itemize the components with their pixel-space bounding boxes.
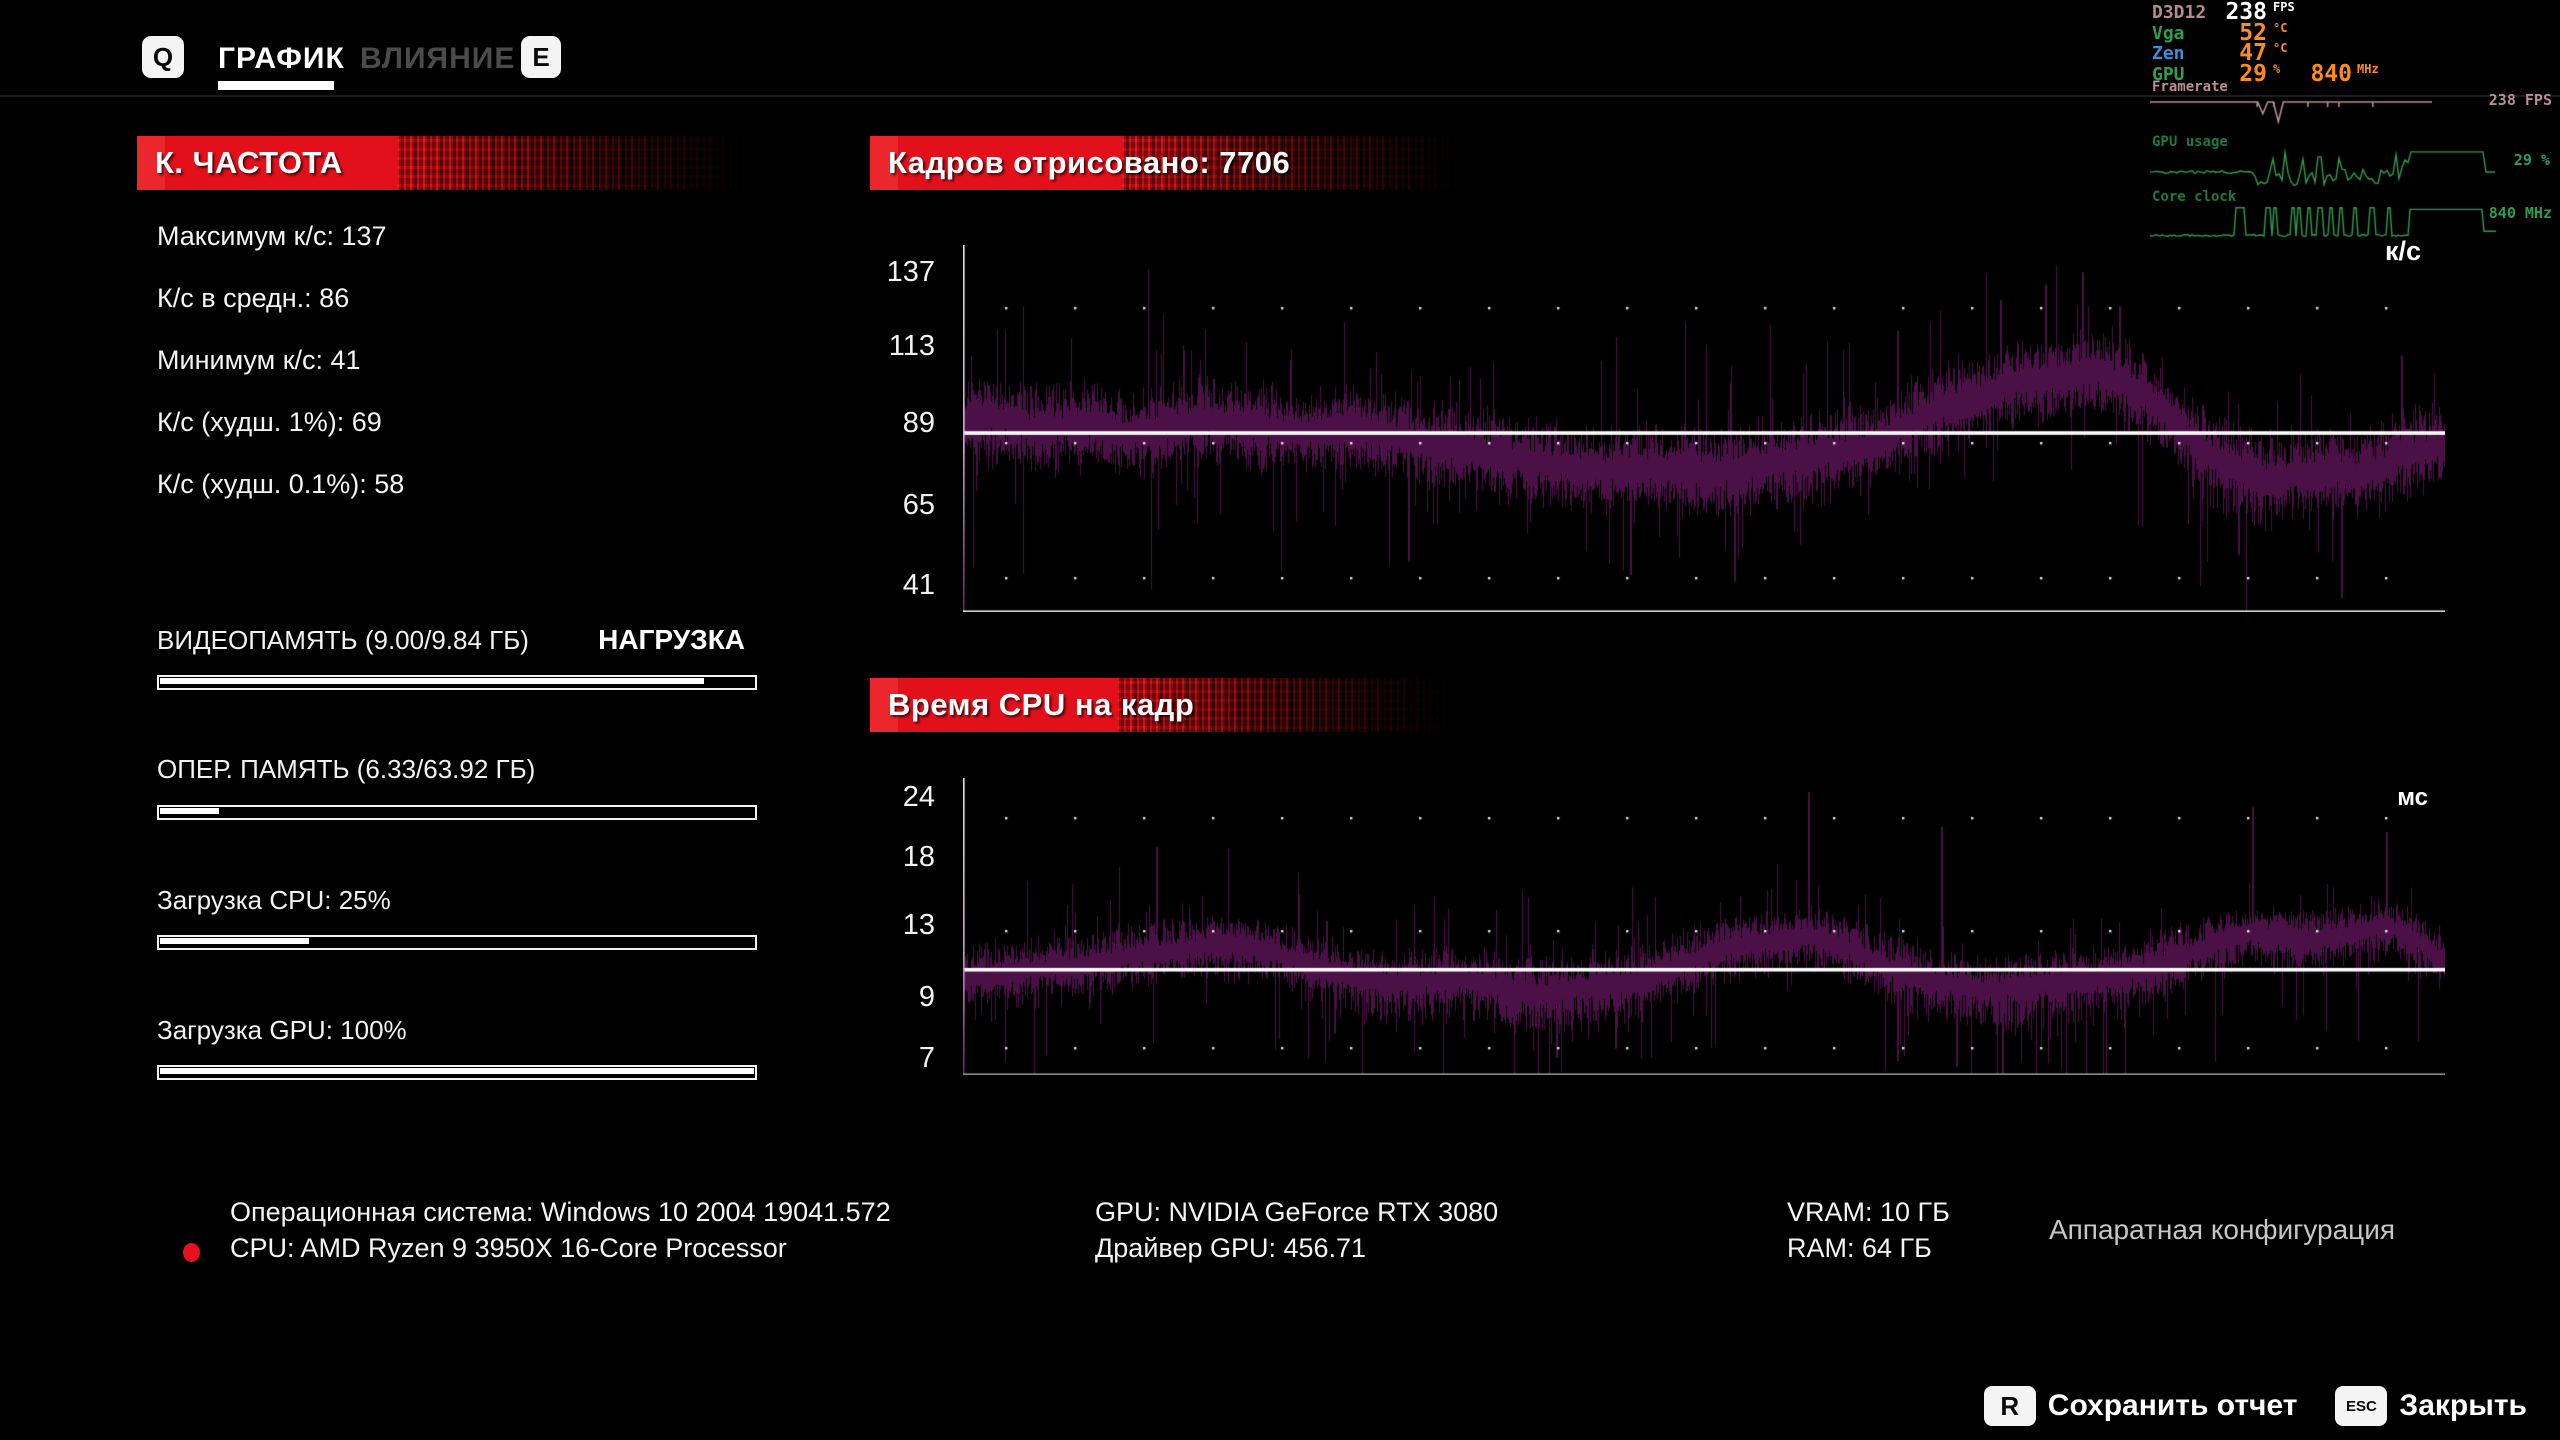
rtss-value: 52 xyxy=(2239,19,2267,46)
key-hint-q[interactable]: Q xyxy=(142,36,184,78)
rtss-value-2: 840 xyxy=(2310,60,2352,87)
footer-vram-ram: VRAM: 10 ГБ RAM: 64 ГБ xyxy=(1787,1194,1950,1266)
load-progress-fill xyxy=(160,678,704,684)
framerate-stat: Минимум к/с: 41 xyxy=(157,345,361,375)
rtss-label: Vga xyxy=(2152,22,2185,44)
rtss-unit: % xyxy=(2273,61,2281,76)
load-progress-bar xyxy=(157,935,757,950)
rtss-row-zen: Zen 47 °C xyxy=(2152,40,2552,66)
rtss-row-vga: Vga 52 °C xyxy=(2152,19,2552,46)
load-progress-bar xyxy=(157,675,757,690)
rtss-value: 29 xyxy=(2239,60,2267,87)
y-axis-tick: 89 xyxy=(902,406,935,439)
load-progress-fill xyxy=(160,1068,754,1074)
load-bar-label: Загрузка CPU: 25% xyxy=(157,885,391,915)
gpu-usage-graph-label: GPU usage xyxy=(2152,134,2228,150)
y-axis-tick: 41 xyxy=(902,568,935,601)
framerate-mini-graph xyxy=(2150,86,2432,126)
rtss-label: Zen xyxy=(2152,43,2185,64)
core-clock-graph-label: Core clock xyxy=(2152,189,2237,205)
section-header-frames-rendered: Кадров отрисовано: 7706 xyxy=(870,136,1470,190)
framerate-stat: К/с (худш. 0.1%): 58 xyxy=(157,469,405,499)
rtss-unit-2: MHz xyxy=(2357,61,2379,76)
action-close[interactable]: ESC Закрыть xyxy=(2335,1386,2527,1426)
framerate-stats-list: Максимум к/с: 137 К/с в средн.: 86 Минимум… xyxy=(157,220,777,530)
hardware-config-label: Аппаратная конфигурация xyxy=(2048,1214,2395,1245)
key-hint-r: R xyxy=(1983,1386,2036,1426)
footer-gpu-line: GPU: NVIDIA GeForce RTX 3080 xyxy=(1095,1197,1499,1227)
rtss-label: GPU xyxy=(2152,63,2185,85)
section-header-frames-title: Кадров отрисовано: 7706 xyxy=(888,145,1291,180)
rtss-row-gpu: GPU 29% 840 MHz xyxy=(2152,60,2552,87)
y-axis-tick: 9 xyxy=(918,980,935,1013)
y-axis-tick: 18 xyxy=(902,841,935,873)
rtss-label: D3D12 xyxy=(2152,2,2207,23)
footer-vram-line: VRAM: 10 ГБ xyxy=(1787,1197,1950,1227)
action-label: Сохранить отчет xyxy=(2047,1389,2298,1422)
y-axis-tick: 137 xyxy=(886,256,935,289)
framerate-stat: К/с в средн.: 86 xyxy=(157,283,350,313)
load-progress-fill xyxy=(160,938,309,944)
gpu-usage-mini-graph xyxy=(2150,146,2497,188)
load-section-title: НАГРУЗКА xyxy=(598,624,745,655)
rtss-value: 47 xyxy=(2239,40,2267,66)
key-hint-e[interactable]: E xyxy=(521,36,561,78)
gpu-usage-side-value: 29 % xyxy=(2513,151,2550,169)
y-axis-tick: 24 xyxy=(902,781,935,813)
key-hint-esc: ESC xyxy=(2335,1386,2388,1426)
footer-gpu-driver: GPU: NVIDIA GeForce RTX 3080 Драйвер GPU… xyxy=(1095,1194,1498,1266)
tab-graph-active-underline xyxy=(218,81,334,90)
tab-graph[interactable]: ГРАФИК xyxy=(218,42,345,75)
footer-bullet-icon xyxy=(183,1243,200,1262)
load-progress-fill xyxy=(160,808,219,814)
core-clock-mini-graph xyxy=(2150,201,2497,243)
y-axis-tick: 13 xyxy=(902,909,935,941)
framerate-stat: К/с (худш. 1%): 69 xyxy=(157,407,382,437)
y-axis-tick: 7 xyxy=(918,1042,935,1075)
load-bar-label: Загрузка GPU: 100% xyxy=(157,1015,407,1045)
rtss-value: 238 xyxy=(2225,0,2267,25)
topbar-divider xyxy=(0,95,2560,97)
rtss-unit: FPS xyxy=(2273,0,2295,14)
fps-chart-canvas xyxy=(963,245,2445,612)
section-header-cpu-time-title: Время CPU на кадр xyxy=(888,687,1195,722)
load-bar-label: ВИДЕОПАМЯТЬ (9.00/9.84 ГБ) НАГРУЗКА xyxy=(157,624,745,655)
action-save-report[interactable]: R Сохранить отчет xyxy=(1983,1386,2298,1426)
action-bar: R Сохранить отчет ESC Закрыть xyxy=(1983,1386,2527,1426)
footer-ram-line: RAM: 64 ГБ xyxy=(1787,1233,1932,1263)
load-bars-list: ВИДЕОПАМЯТЬ (9.00/9.84 ГБ) НАГРУЗКА ОПЕР. … xyxy=(157,623,757,1093)
y-axis-tick: 65 xyxy=(902,488,935,521)
rtss-unit: °C xyxy=(2273,41,2288,55)
cpu-time-chart-canvas xyxy=(963,778,2445,1075)
framerate-stat: Максимум к/с: 137 xyxy=(157,221,387,251)
load-progress-bar xyxy=(157,1065,757,1080)
y-axis-tick: 113 xyxy=(888,329,935,362)
footer-os-cpu: Операционная система: Windows 10 2004 19… xyxy=(230,1194,891,1266)
section-header-framerate-title: К. ЧАСТОТА xyxy=(155,145,343,180)
cpu-chart-unit-label: мс xyxy=(2397,784,2428,811)
section-header-framerate: К. ЧАСТОТА xyxy=(137,136,755,190)
tab-influence[interactable]: ВЛИЯНИЕ xyxy=(360,42,516,75)
action-label: Закрыть xyxy=(2399,1389,2527,1422)
rtss-row-d3d12: D3D12 238 FPS xyxy=(2152,0,2552,25)
core-clock-side-value: 840 MHz xyxy=(2488,204,2552,222)
rtss-unit: °C xyxy=(2273,20,2288,35)
load-progress-bar xyxy=(157,805,757,820)
footer-cpu-line: CPU: AMD Ryzen 9 3950X 16-Core Processor xyxy=(230,1233,787,1263)
framerate-side-value: 238 FPS xyxy=(2488,91,2552,109)
footer-os-line: Операционная система: Windows 10 2004 19… xyxy=(230,1197,891,1227)
footer-driver-line: Драйвер GPU: 456.71 xyxy=(1095,1233,1367,1263)
load-bar-label: ОПЕР. ПАМЯТЬ (6.33/63.92 ГБ) xyxy=(157,754,536,784)
section-header-cpu-time: Время CPU на кадр xyxy=(870,678,1458,732)
